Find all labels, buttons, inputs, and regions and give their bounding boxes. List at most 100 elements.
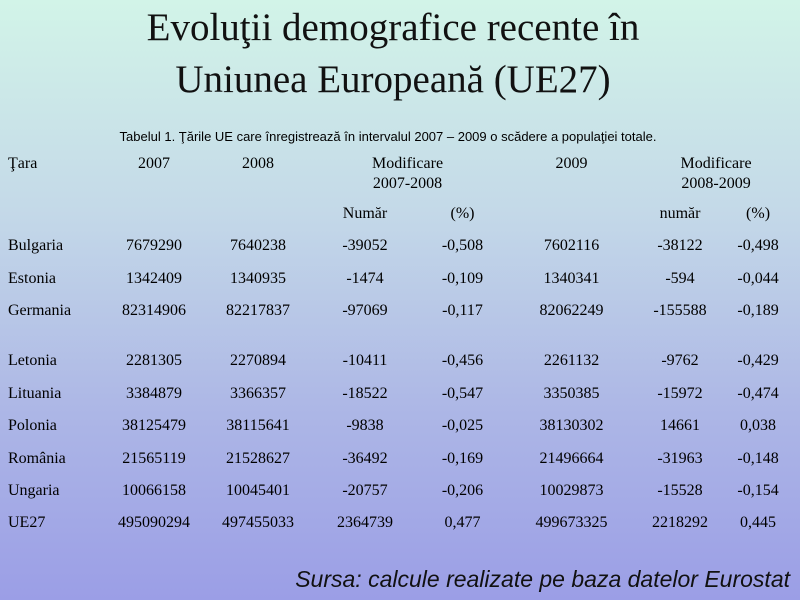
cell-2009: 7602116 [543, 237, 600, 255]
header-country: Ţara [8, 155, 38, 172]
cell-change-percent-2: -0,498 [737, 237, 779, 255]
cell-change-percent-2: -0,189 [737, 301, 779, 319]
source-note: Sursa: calcule realizate pe baza datelor… [295, 566, 790, 592]
cell-2009: 21496664 [539, 449, 604, 467]
cell-2008: 3366357 [230, 384, 286, 402]
cell-2007: 3384879 [126, 384, 182, 402]
cell-change-percent-2: -0,148 [737, 449, 779, 467]
cell-change-percent-1: -0,025 [441, 417, 484, 435]
cell-2007: 10066158 [122, 481, 186, 499]
cell-2008: 497455033 [222, 514, 294, 532]
cell-2007: 7679290 [126, 237, 182, 255]
subheader-percent-2: (%) [746, 205, 771, 222]
spacer-row [4, 327, 794, 345]
cell-change-number-1: 2364739 [337, 514, 393, 532]
header-2008: 2008 [242, 155, 274, 172]
header-change-1-line-1: Modificare [371, 155, 444, 172]
cell-change-percent-1: -0,547 [441, 384, 484, 402]
cell-change-percent-2: -0,474 [737, 384, 779, 402]
cell-change-percent-1: -0,206 [441, 481, 484, 499]
cell-country: Germania [8, 301, 72, 319]
cell-change-number-2: -594 [665, 269, 695, 287]
population-table: Ţara 2007 2008 Modificare 2007-2008 2009… [4, 154, 794, 540]
cell-change-percent-2: -0,154 [737, 481, 779, 499]
header-2009: 2009 [555, 155, 588, 172]
table-caption: Tabelul 1. Ţările UE care înregistrează … [119, 129, 657, 144]
slide-title-line-2: Uniunea Europeană (UE27) [175, 58, 611, 101]
cell-2007: 21565119 [122, 449, 186, 467]
cell-change-number-2: -155588 [653, 301, 707, 319]
cell-country: România [8, 449, 66, 467]
subheader-row: Număr (%) număr (%) [4, 198, 794, 230]
cell-2008: 21528627 [226, 449, 290, 467]
table-row: România 21565119 21528627 -36492 -0,169 … [4, 442, 794, 474]
cell-change-number-2: -38122 [657, 237, 703, 255]
subheader-empty [505, 198, 638, 230]
cell-change-number-1: -39052 [342, 237, 388, 255]
cell-2007: 38125479 [122, 417, 186, 435]
header-change-1-line-2: 2007-2008 [372, 175, 443, 192]
cell-2008: 2270894 [230, 352, 286, 370]
subheader-empty [4, 198, 102, 230]
cell-country: Ungaria [8, 481, 60, 499]
cell-change-percent-1: 0,477 [444, 514, 481, 532]
cell-change-number-2: -31963 [657, 449, 703, 467]
table-row: Estonia 1342409 1340935 -1474 -0,109 134… [4, 262, 794, 294]
header-change-2-line-1: Modificare [680, 155, 752, 172]
cell-2007: 1342409 [126, 269, 182, 287]
table-row: Germania 82314906 82217837 -97069 -0,117… [4, 295, 794, 327]
table-row: Lituania 3384879 3366357 -18522 -0,547 3… [4, 378, 794, 410]
cell-2008: 7640238 [230, 237, 286, 255]
header-change-2007-2008: Modificare 2007-2008 [310, 154, 505, 198]
header-change-2-line-2: 2008-2009 [681, 175, 751, 192]
cell-2007: 495090294 [118, 514, 190, 532]
subheader-empty [102, 198, 206, 230]
table-row: Bulgaria 7679290 7640238 -39052 -0,508 7… [4, 230, 794, 262]
cell-change-number-2: -9762 [661, 352, 699, 370]
slide-title-line-1: Evoluţii demografice recente în [146, 6, 640, 49]
cell-2007: 82314906 [122, 301, 186, 319]
table-row: Letonia 2281305 2270894 -10411 -0,456 22… [4, 345, 794, 377]
cell-2009: 38130302 [539, 417, 604, 435]
cell-2008: 1340935 [230, 269, 286, 287]
cell-change-percent-1: -0,508 [441, 237, 484, 255]
cell-change-percent-2: 0,445 [740, 514, 777, 532]
cell-2009: 10029873 [539, 481, 604, 499]
cell-2009: 1340341 [543, 269, 600, 287]
cell-country: Lituania [8, 384, 62, 402]
subheader-number-1: Număr [342, 205, 388, 222]
cell-change-number-1: -97069 [342, 301, 388, 319]
header-2007: 2007 [138, 155, 170, 172]
slide-title: Evoluţii demografice recente în Uniunea … [0, 2, 786, 106]
table-row: Polonia 38125479 38115641 -9838 -0,025 3… [4, 410, 794, 442]
subheader-percent-1: (%) [450, 205, 475, 222]
cell-change-number-1: -20757 [342, 481, 388, 499]
cell-2008: 82217837 [226, 301, 290, 319]
cell-change-number-2: -15972 [657, 384, 703, 402]
cell-change-percent-2: -0,044 [737, 269, 779, 287]
cell-change-number-1: -10411 [342, 352, 388, 370]
cell-country: Letonia [8, 352, 57, 370]
cell-country: UE27 [8, 514, 46, 532]
table-row: UE27 495090294 497455033 2364739 0,477 4… [4, 507, 794, 539]
cell-country: Polonia [8, 417, 57, 435]
cell-change-number-2: -15528 [657, 481, 703, 499]
cell-country: Estonia [8, 269, 56, 287]
cell-change-number-1: -1474 [346, 269, 384, 287]
cell-change-percent-1: -0,456 [441, 352, 484, 370]
subheader-empty [206, 198, 310, 230]
subheader-number-2: număr [659, 205, 701, 222]
cell-change-percent-1: -0,109 [441, 269, 484, 287]
cell-change-percent-1: -0,169 [441, 449, 484, 467]
cell-change-number-1: -18522 [342, 384, 388, 402]
cell-2009: 3350385 [543, 384, 600, 402]
header-row: Ţara 2007 2008 Modificare 2007-2008 2009… [4, 154, 794, 198]
cell-2007: 2281305 [126, 352, 182, 370]
cell-2009: 82062249 [539, 301, 604, 319]
cell-change-number-1: -9838 [346, 417, 384, 435]
cell-change-number-1: -36492 [342, 449, 388, 467]
cell-country: Bulgaria [8, 237, 64, 255]
table-row: Ungaria 10066158 10045401 -20757 -0,206 … [4, 475, 794, 507]
cell-change-number-2: 14661 [660, 417, 701, 435]
header-change-2008-2009: Modificare 2008-2009 [638, 154, 794, 198]
